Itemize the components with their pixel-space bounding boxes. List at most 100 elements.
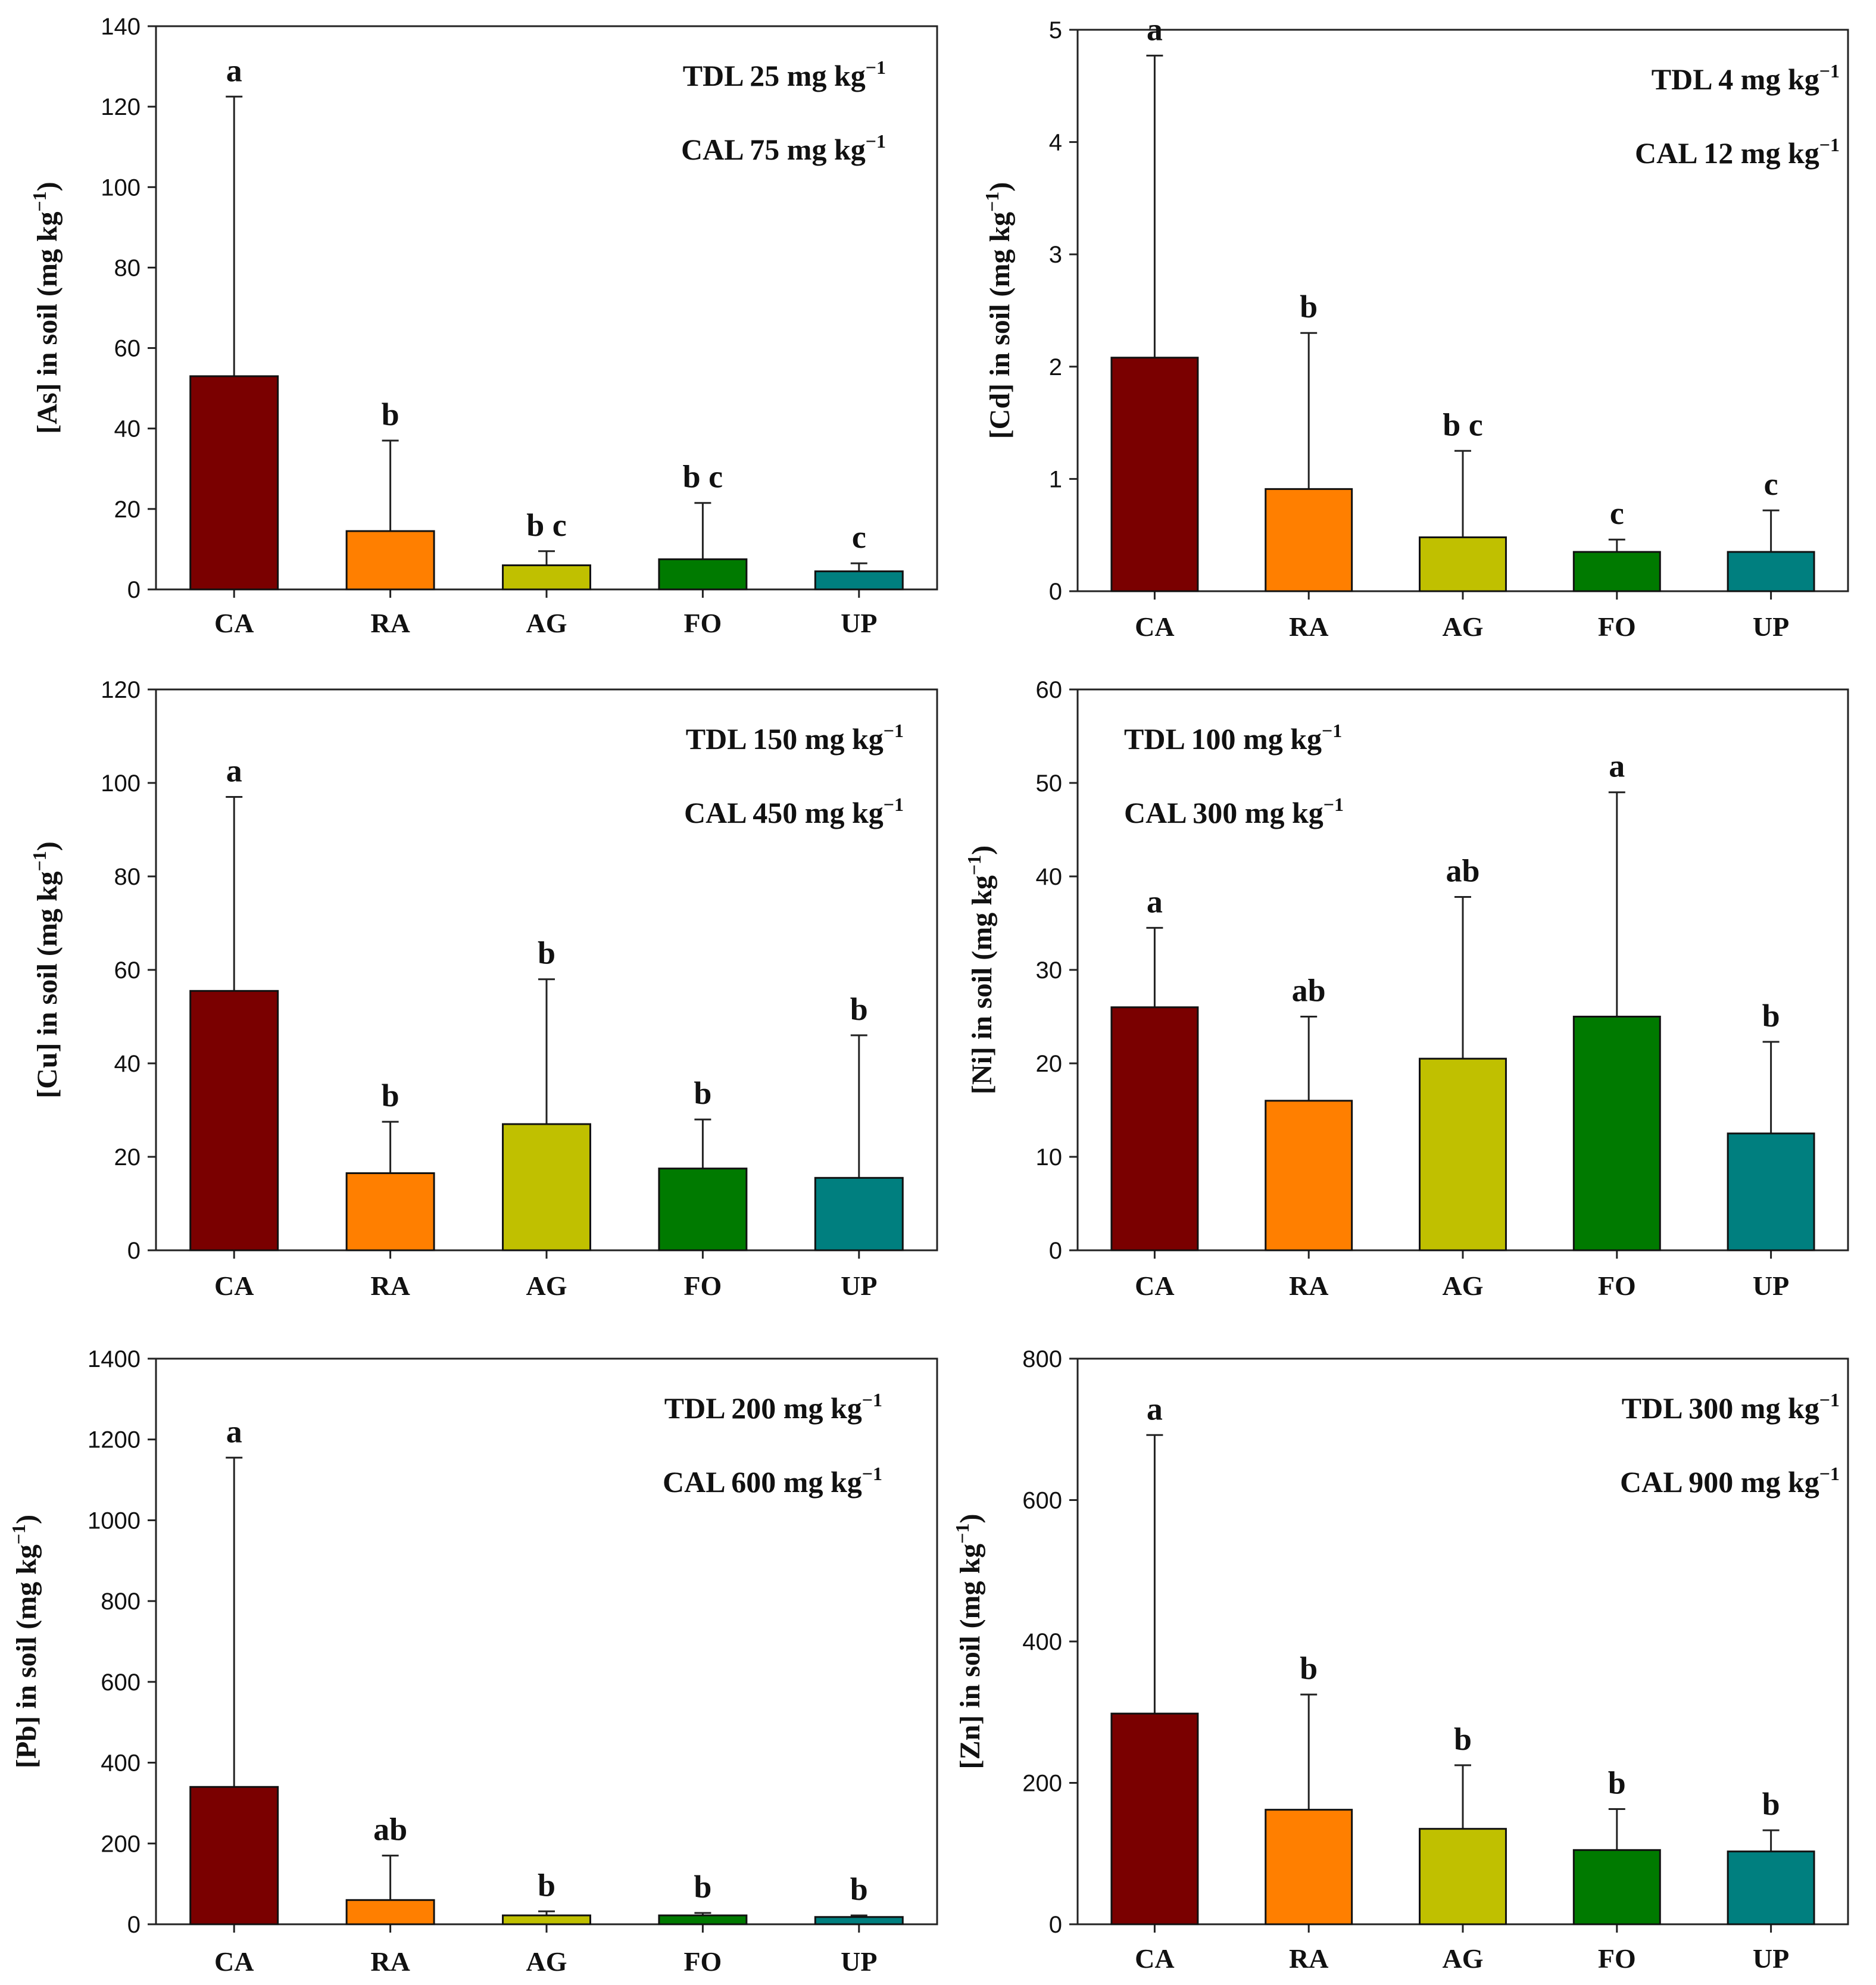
annotation-text: TDL 300 mg kg [1622,1391,1819,1425]
annotation-sup: −1 [1819,1389,1840,1410]
category-label-ag: AG [1443,1943,1484,1974]
significance-label-ra: ab [1292,973,1326,1009]
tdl-annotation: TDL 25 mg kg−1 [683,57,886,92]
y-tick-label: 120 [101,677,141,703]
y-tick-label: 140 [101,14,141,40]
cal-annotation: CAL 75 mg kg−1 [681,130,886,166]
significance-label-fo: b [1608,1765,1626,1800]
significance-label-ag: b [1454,1721,1472,1757]
significance-label-ca: a [226,52,242,88]
y-axis-title: [Pb] in soil (mg kg−1) [8,1515,42,1768]
y-tick-label: 40 [114,1051,141,1077]
annotation-sup: −1 [1819,60,1840,82]
tdl-annotation: TDL 200 mg kg−1 [664,1389,882,1425]
y-tick-label: 4 [1049,130,1062,156]
y-axis-title-main: [Pb] in soil (mg kg [11,1544,42,1768]
category-label-up: UP [1753,611,1789,642]
category-label-fo: FO [683,1271,722,1301]
bar-ra [1265,1100,1353,1251]
bar-ra [1265,488,1353,592]
tdl-annotation: TDL 300 mg kg−1 [1622,1389,1840,1425]
bar-ra [345,1899,435,1925]
y-axis-title-tail: ) [984,182,1016,192]
cal-annotation: CAL 450 mg kg−1 [684,794,904,829]
significance-label-ca: a [226,1413,242,1449]
significance-label-up: c [852,519,866,555]
significance-label-ra: b [1300,289,1318,324]
bar-fo [1572,1849,1661,1925]
bar-ca [1110,1712,1199,1925]
y-tick-label: 120 [101,94,141,120]
annotation-text: CAL 900 mg kg [1620,1465,1819,1499]
category-label-ca: CA [214,1271,254,1301]
y-tick-label: 1 [1049,466,1062,492]
bar-ca [189,375,279,591]
y-axis-title-main: [Cd] in soil (mg kg [984,212,1016,439]
significance-label-up: c [1764,466,1778,502]
bar-ag [1419,1828,1507,1925]
y-tick-label: 400 [101,1750,141,1777]
bar-ca [1110,1006,1199,1251]
significance-label-up: b [850,1871,868,1907]
y-axis-title: [Zn] in soil (mg kg−1) [951,1514,986,1769]
y-axis-title-tail: ) [966,845,998,855]
category-label-ra: RA [1289,1271,1328,1301]
annotation-text: CAL 75 mg kg [681,133,866,166]
annotation-sup: −1 [884,720,904,741]
significance-label-fo: a [1609,748,1625,784]
annotation-sup: −1 [866,130,886,152]
bar-fo [658,558,748,591]
y-axis-title-tail: ) [32,841,63,851]
y-axis-title-main: [Zn] in soil (mg kg [954,1544,986,1769]
category-label-fo: FO [1598,1271,1636,1301]
bar-ag [1419,536,1507,592]
significance-label-ca: a [1147,884,1163,919]
y-axis-title-sup: −1 [29,851,50,871]
significance-label-fo: c [1610,495,1624,531]
annotation-text: CAL 450 mg kg [684,796,884,829]
y-tick-label: 2 [1049,354,1062,380]
category-label-ra: RA [1289,611,1328,642]
y-tick-label: 40 [114,416,141,442]
bar-fo [658,1914,748,1925]
annotation-text: TDL 100 mg kg [1124,722,1322,756]
y-tick-label: 400 [1022,1629,1062,1655]
y-tick-label: 20 [114,1144,141,1171]
y-axis-title: [As] in soil (mg kg−1) [29,182,63,434]
y-tick-label: 80 [114,864,141,890]
category-label-fo: FO [1598,611,1636,642]
bar-ra [345,1172,435,1251]
y-tick-label: 0 [127,1238,141,1264]
category-label-fo: FO [1598,1943,1636,1974]
panel-pb: 0 200 400 600 800 1000 1200 1400 a CA ab RA b AG b FO b U… [8,1346,938,1977]
bar-up [814,1176,904,1251]
annotation-sup: −1 [884,794,904,815]
significance-label-ca: a [1147,1391,1163,1427]
panel-zn: 0 200 400 600 800 a CA b RA b AG b FO b UP [Zn] in soil… [951,1346,1849,1974]
y-tick-label: 600 [101,1669,141,1696]
y-tick-label: 0 [127,577,141,603]
annotation-sup: −1 [866,57,886,78]
y-tick-label: 0 [1049,1912,1062,1938]
category-label-ra: RA [370,1271,410,1301]
y-tick-label: 60 [1036,677,1063,703]
significance-label-ra: b [1300,1650,1318,1686]
bar-ca [189,1786,279,1925]
y-tick-label: 200 [1022,1771,1062,1797]
y-axis-title-main: [As] in soil (mg kg [32,211,63,433]
bar-fo [1572,551,1661,592]
bar-ra [1265,1809,1353,1925]
category-label-up: UP [841,608,877,638]
category-label-ca: CA [214,608,254,638]
bar-ag [1419,1057,1507,1251]
category-label-ca: CA [1135,1271,1174,1301]
category-label-ra: RA [1289,1943,1328,1974]
category-label-ag: AG [526,608,567,638]
tdl-annotation: TDL 4 mg kg−1 [1652,60,1840,96]
significance-label-ra: ab [373,1812,407,1847]
cal-annotation: CAL 900 mg kg−1 [1620,1463,1840,1499]
significance-label-fo: b [694,1075,711,1111]
y-axis-title-sup: −1 [8,1524,29,1544]
cal-annotation: CAL 12 mg kg−1 [1635,134,1840,170]
significance-label-ag: b [538,935,555,971]
